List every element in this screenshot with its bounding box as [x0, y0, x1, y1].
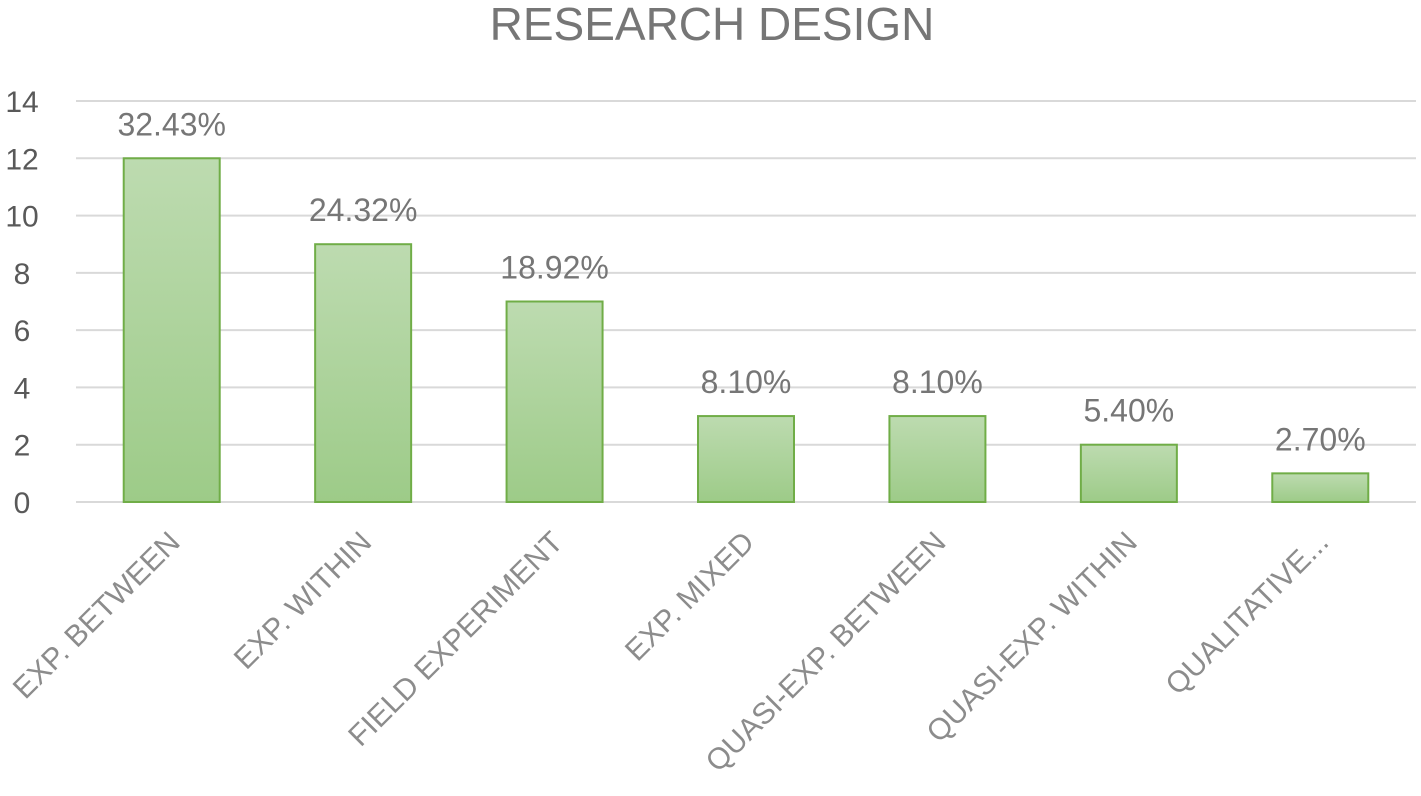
y-tick-label: 10: [5, 201, 38, 234]
data-label: 8.10%: [892, 364, 983, 400]
bar: [888, 415, 987, 504]
chart-title: RESEARCH DESIGN: [490, 0, 935, 50]
category-label: EXP. WITHIN: [228, 526, 378, 676]
y-tick-label: 4: [14, 372, 31, 405]
bar: [122, 157, 221, 504]
bar: [314, 243, 413, 503]
y-tick-label: 14: [5, 86, 38, 119]
y-tick-label: 8: [14, 258, 31, 291]
y-tick-label: 2: [14, 430, 31, 463]
category-label: FIELD EXPERIMENT: [342, 526, 569, 753]
data-label: 5.40%: [1083, 393, 1174, 429]
category-label: EXP. MIXED: [619, 526, 761, 668]
gridlines: [76, 100, 1416, 503]
data-label: 2.70%: [1275, 421, 1366, 457]
bar: [505, 300, 604, 503]
y-tick-label: 6: [14, 315, 31, 348]
data-label: 32.43%: [117, 106, 226, 142]
y-axis-ticks: 0 2 4 6 8 10 12 14: [5, 86, 38, 520]
data-label: 24.32%: [309, 192, 418, 228]
data-labels: 32.43% 24.32% 18.92% 8.10% 8.10% 5.40% 2.70%: [117, 106, 1365, 457]
bars: [122, 157, 1370, 504]
y-tick-label: 12: [5, 143, 38, 176]
category-label: EXP. BETWEEN: [7, 526, 187, 706]
data-label: 18.92%: [500, 250, 609, 286]
bar: [1271, 472, 1370, 504]
y-tick-label: 0: [14, 487, 31, 520]
bar: [1079, 443, 1178, 504]
bar: [697, 415, 795, 504]
data-label: 8.10%: [701, 364, 792, 400]
category-label: QUASI-EXP. WITHIN: [920, 526, 1143, 749]
category-label: QUALITATIVE...: [1159, 526, 1335, 702]
